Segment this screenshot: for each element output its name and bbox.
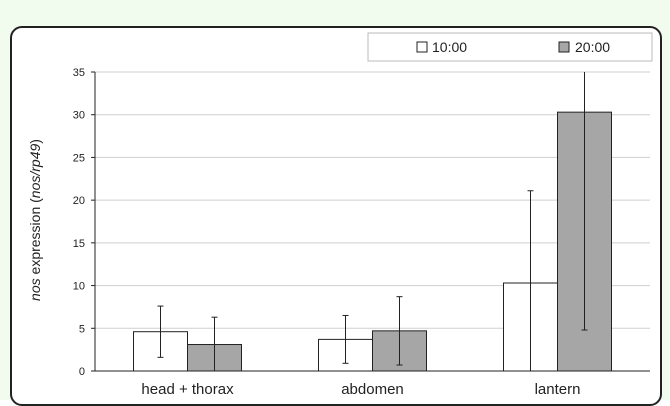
y-tick-label: 25: [73, 152, 85, 164]
y-tick-label: 30: [73, 110, 85, 122]
y-tick-label: 15: [73, 238, 85, 250]
y-tick-label: 0: [79, 366, 85, 378]
category-labels: head + thorax abdomen lantern: [141, 381, 580, 398]
legend-label-10: 10:00: [432, 39, 467, 55]
y-axis-label: nos expression (nos/rp49): [27, 139, 43, 301]
legend-swatch-20: [558, 41, 570, 53]
y-tick-label: 20: [73, 195, 85, 207]
x-tick-label: abdomen: [341, 381, 404, 398]
x-tick-label: head + thorax: [141, 381, 234, 398]
y-ticks: 0 5 10 15 20 25 30 35: [73, 67, 95, 378]
bars: [133, 111, 612, 372]
y-tick-label: 35: [73, 67, 85, 79]
legend-swatch-10: [416, 41, 428, 53]
y-tick-label: 10: [73, 281, 85, 293]
x-tick-label: lantern: [535, 381, 581, 398]
legend-label-20: 20:00: [575, 39, 610, 55]
legend: 10:00 20:00: [367, 32, 653, 62]
y-tick-label: 5: [79, 323, 85, 335]
legend-box: [367, 32, 653, 62]
